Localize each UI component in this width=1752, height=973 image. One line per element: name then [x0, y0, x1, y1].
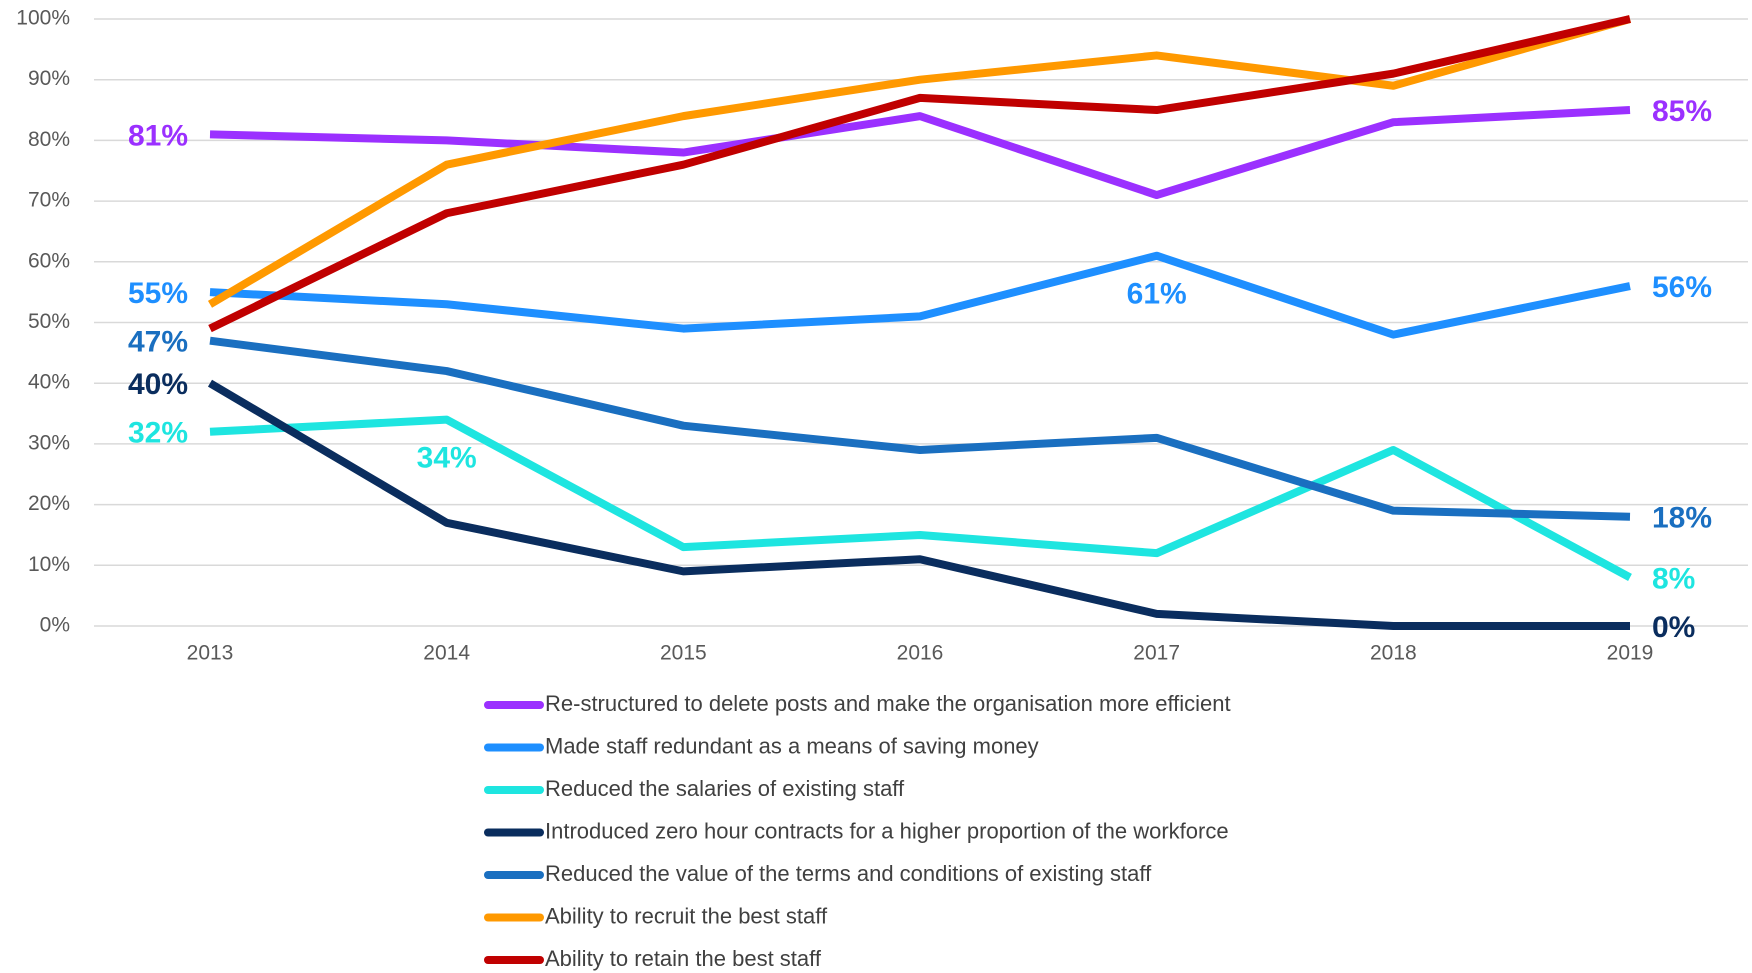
- line: [209, 415, 1632, 581]
- y-tick-label: 40%: [28, 371, 70, 394]
- y-tick-label: 0%: [40, 614, 70, 637]
- line: [209, 336, 1631, 521]
- data-label: 32%: [128, 417, 188, 450]
- y-tick-label: 30%: [28, 431, 70, 454]
- x-tick-label: 2015: [660, 642, 707, 665]
- x-tick-label: 2013: [187, 642, 234, 665]
- legend-label: Re-structured to delete posts and make t…: [545, 691, 1231, 716]
- line: [207, 379, 1630, 630]
- x-tick-label: 2019: [1607, 642, 1654, 665]
- data-label: 8%: [1652, 562, 1695, 595]
- data-label: 0%: [1652, 611, 1695, 644]
- x-tick-label: 2017: [1133, 642, 1180, 665]
- line: [207, 15, 1632, 308]
- legend-label: Introduced zero hour contracts for a hig…: [545, 818, 1229, 843]
- line: [209, 106, 1631, 200]
- data-label: 81%: [128, 119, 188, 152]
- data-label: 34%: [417, 442, 477, 475]
- y-tick-label: 80%: [28, 128, 70, 151]
- y-tick-label: 100%: [16, 7, 70, 30]
- legend-label: Made staff redundant as a means of savin…: [545, 733, 1039, 758]
- data-label: 18%: [1652, 502, 1712, 535]
- x-tick-label: 2018: [1370, 642, 1417, 665]
- line: [208, 15, 1631, 333]
- y-tick-label: 10%: [28, 553, 70, 576]
- x-tick-label: 2014: [423, 642, 470, 665]
- data-label: 47%: [128, 326, 188, 359]
- legend-label: Ability to retain the best staff: [545, 946, 822, 971]
- data-label: 85%: [1652, 95, 1712, 128]
- y-tick-label: 50%: [28, 310, 70, 333]
- line: [209, 251, 1631, 339]
- data-label: 61%: [1127, 278, 1187, 311]
- data-label: 55%: [128, 277, 188, 310]
- y-tick-label: 70%: [28, 189, 70, 212]
- data-label: 40%: [128, 368, 188, 401]
- x-tick-label: 2016: [897, 642, 944, 665]
- legend-label: Ability to recruit the best staff: [545, 903, 828, 928]
- data-label: 56%: [1652, 271, 1712, 304]
- y-tick-label: 20%: [28, 492, 70, 515]
- legend-label: Reduced the salaries of existing staff: [545, 776, 905, 801]
- y-tick-label: 90%: [28, 67, 70, 90]
- legend-label: Reduced the value of the terms and condi…: [545, 861, 1152, 886]
- y-tick-label: 60%: [28, 249, 70, 272]
